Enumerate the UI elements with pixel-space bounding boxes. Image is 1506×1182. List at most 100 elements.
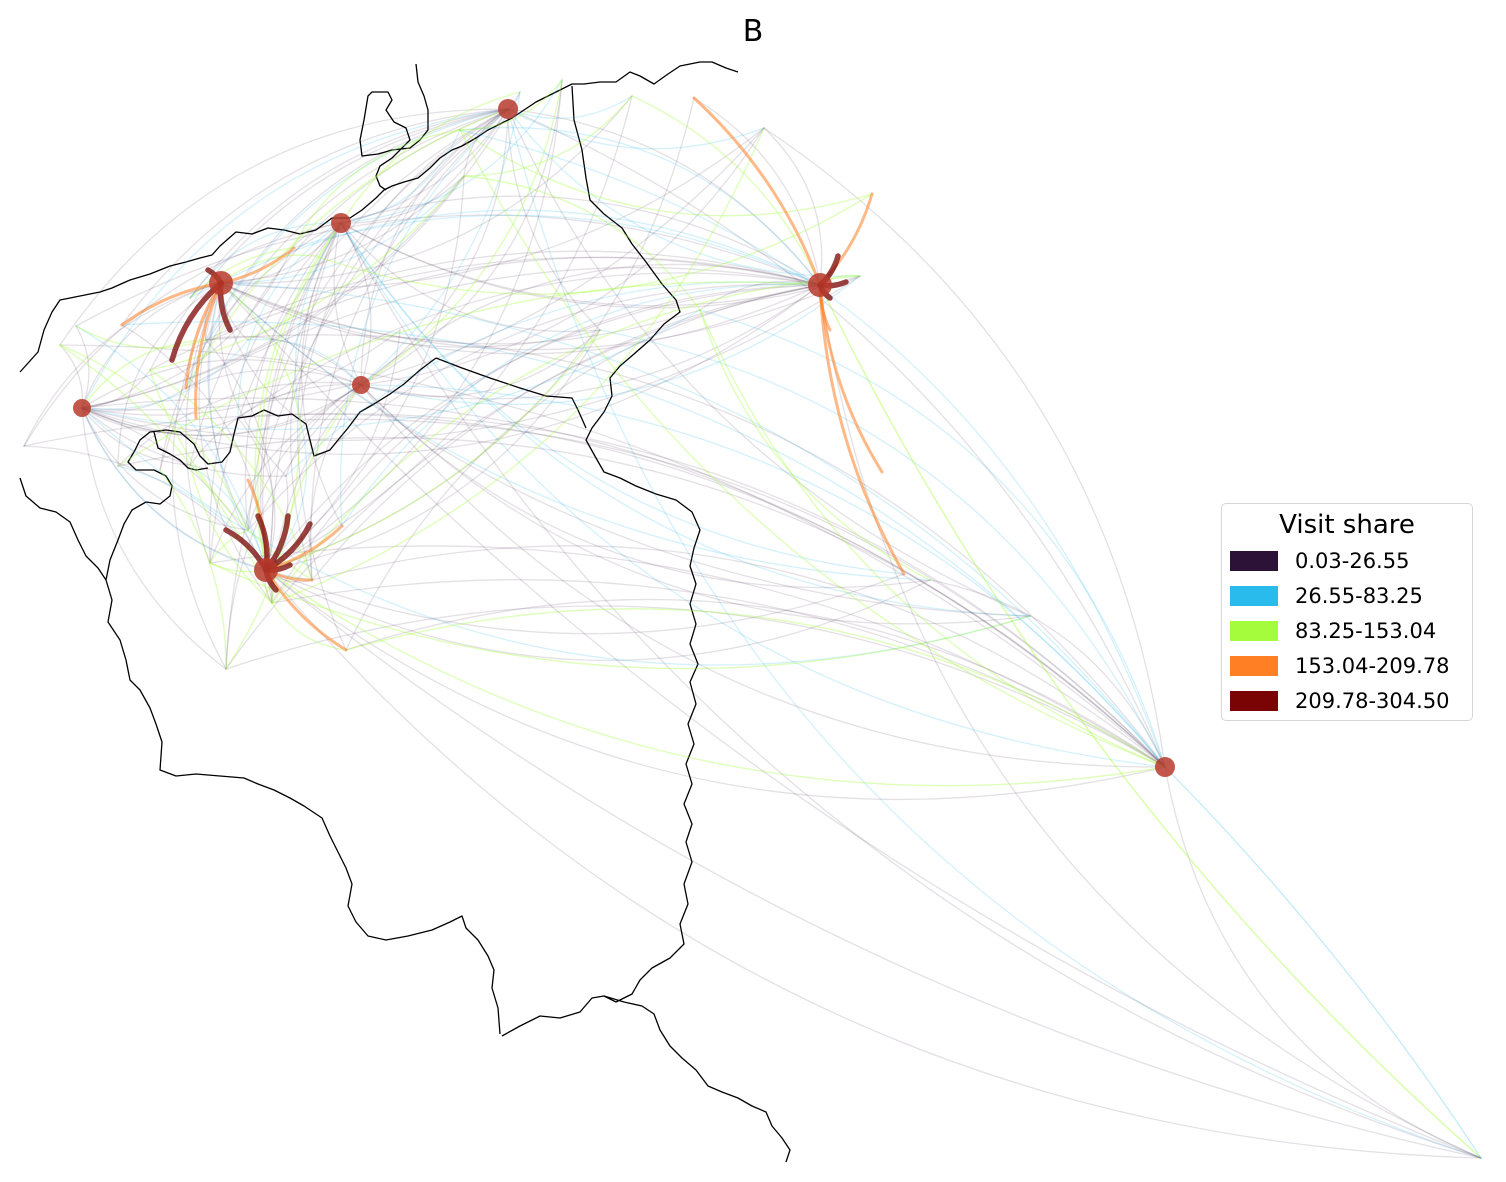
flow-arc (270, 108, 509, 604)
flow-arc (75, 214, 821, 327)
flow-arc (220, 282, 301, 421)
flow-arc (185, 108, 509, 389)
flow-arc (59, 344, 84, 409)
flow-arc (59, 344, 249, 531)
flow-arc (265, 95, 633, 571)
flow-arc (1164, 766, 1482, 1159)
flow-arc (289, 222, 342, 581)
legend-item: 83.25-153.04 (1230, 618, 1436, 644)
flow-arc (819, 284, 1482, 1159)
flow-arc (189, 383, 362, 466)
flow-arc (360, 91, 521, 386)
flow-arc (301, 222, 343, 527)
hub-marker (254, 558, 278, 582)
flow-arc (340, 222, 1482, 1159)
flow-arc (149, 369, 313, 581)
border-inlet (359, 63, 429, 191)
flow-arc (360, 284, 821, 400)
flow-arc (265, 79, 563, 571)
flow-arc (189, 108, 509, 299)
flow-arc (459, 129, 1166, 768)
flow-arc (360, 384, 1166, 768)
flow-arc (237, 272, 821, 419)
flow-arc (225, 108, 509, 670)
flow-arc (459, 129, 873, 217)
border-small-district (153, 431, 209, 471)
flow-arc (299, 108, 509, 421)
border-southwest-coast (19, 477, 107, 581)
flow-arc (929, 579, 1166, 768)
flow-arc (237, 417, 276, 571)
flow-arc (818, 192, 874, 287)
flow-arc (340, 175, 465, 224)
flow-arc (340, 222, 821, 307)
flow-arc (121, 108, 509, 326)
flow-arc (507, 108, 861, 277)
flow-arc (631, 95, 821, 286)
flow-arc (265, 97, 695, 571)
flow-arc (59, 108, 509, 346)
flow-arc (271, 284, 821, 604)
flow-arc (360, 108, 509, 386)
flow-arc (819, 284, 1482, 1159)
flow-arc (23, 413, 1166, 768)
flow-arc (225, 384, 362, 670)
flow-arc (81, 247, 293, 409)
flow-arc (507, 108, 1031, 617)
flow-arc (333, 222, 362, 386)
hub-marker (209, 271, 233, 295)
legend-label: 153.04-209.78 (1295, 654, 1450, 678)
flow-arc (220, 282, 931, 581)
border-south-river (603, 995, 791, 1163)
flow-arc (218, 282, 287, 477)
flow-arc (360, 384, 1031, 625)
flow-arc (220, 222, 342, 284)
flow-arc (81, 407, 301, 437)
flow-arc (507, 108, 765, 150)
flow-arc (360, 79, 563, 386)
flow-arc (699, 309, 1166, 768)
flow-arc (311, 284, 821, 581)
flow-arc (205, 335, 362, 386)
flow-arc (299, 418, 1166, 768)
hub-markers (73, 99, 1175, 777)
flow-arc (220, 95, 633, 285)
flow-arc (185, 108, 509, 389)
flow-arc (220, 282, 601, 348)
flow-arc (81, 397, 1166, 768)
legend-swatch (1230, 621, 1278, 641)
flow-arc (339, 108, 509, 527)
hub-marker (1155, 757, 1175, 777)
flow-arc (220, 282, 1166, 768)
flow-arc (818, 283, 906, 576)
flow-arc (360, 127, 765, 386)
flow-arc (340, 195, 821, 286)
flow-arc (159, 108, 509, 471)
flow-arc (285, 384, 362, 477)
flow-arc (81, 407, 239, 434)
flow-arc (360, 79, 563, 386)
flow-arc (340, 222, 1166, 768)
flow-arc (117, 282, 222, 467)
flow-arc (81, 275, 861, 442)
flow-arc (265, 569, 1482, 1159)
flow-arc (205, 108, 509, 341)
flow-arc (75, 325, 267, 571)
flow-arc (220, 282, 821, 355)
flow-arc (237, 222, 342, 419)
flow-arc (285, 281, 821, 477)
flow-arc (699, 309, 1166, 768)
flow-arc (360, 384, 931, 589)
flow-arc (264, 568, 348, 652)
flow-arc (345, 608, 1166, 768)
flow-arc (117, 281, 821, 467)
flow-arc (59, 344, 273, 604)
flow-arc (121, 321, 1166, 768)
flow-arc (271, 127, 765, 604)
flow-arc (1164, 766, 1482, 1159)
flow-arc (271, 579, 1166, 768)
flow-arc (81, 282, 222, 409)
flow-arc (59, 344, 1166, 768)
flow-arc (265, 569, 931, 662)
